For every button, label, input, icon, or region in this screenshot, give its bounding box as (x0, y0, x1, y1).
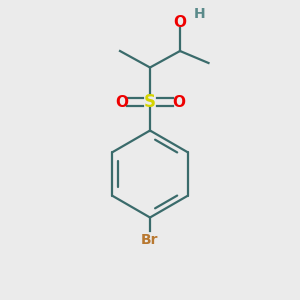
Text: H: H (194, 7, 205, 20)
Text: S: S (144, 93, 156, 111)
Text: Br: Br (141, 233, 159, 247)
Text: O: O (173, 15, 187, 30)
Text: O: O (115, 94, 128, 110)
Text: O: O (172, 94, 185, 110)
